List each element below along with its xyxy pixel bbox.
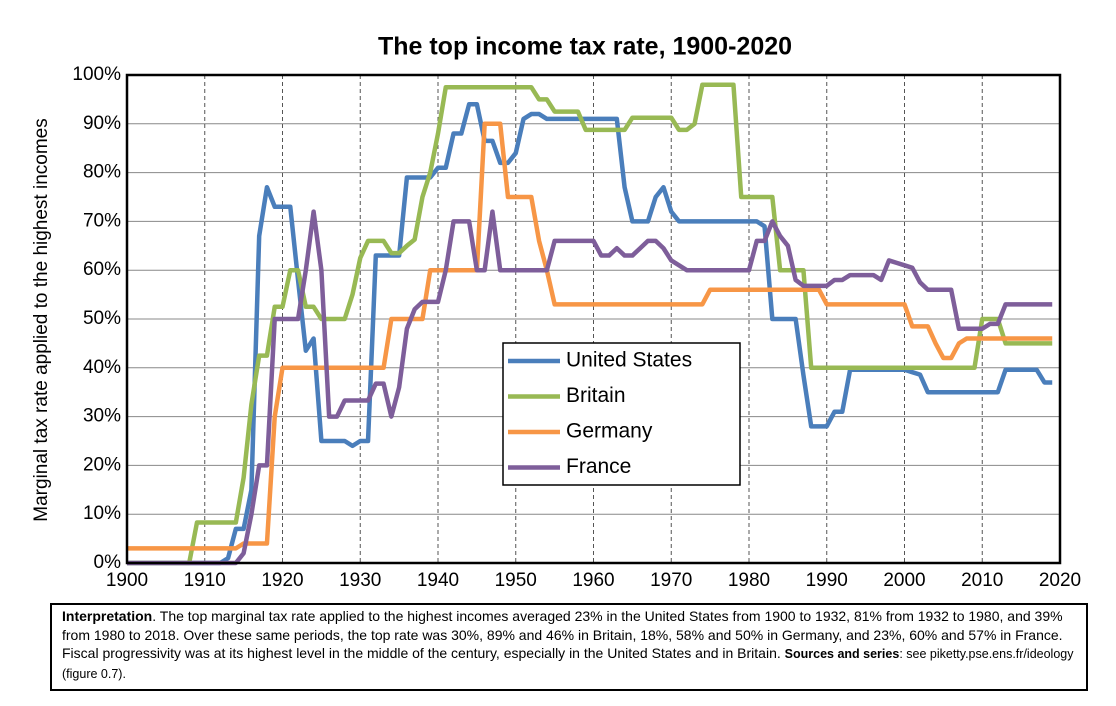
x-tick-label: 1990 <box>806 570 848 591</box>
x-tick-label: 2000 <box>883 570 925 591</box>
chart: The top income tax rate, 1900-2020 Margi… <box>31 33 1081 591</box>
lines <box>127 82 1053 566</box>
y-axis-label: Marginal tax rate applied to the highest… <box>31 118 52 521</box>
x-tick-label: 1930 <box>339 570 381 591</box>
legend-label: Britain <box>566 384 626 407</box>
sources-body: : see piketty.pse.ens.fr/ideology (figur… <box>62 647 1074 681</box>
chart-title: The top income tax rate, 1900-2020 <box>378 33 792 61</box>
x-tick-label: 1950 <box>495 570 537 591</box>
series-line <box>127 82 1053 566</box>
legend: United States Britain Germany France <box>502 342 741 486</box>
y-tick-label: 20% <box>83 454 121 475</box>
grid <box>126 74 1061 564</box>
plot-frame <box>125 73 1062 565</box>
y-tick-label: 30% <box>83 406 121 427</box>
x-tick-label: 1920 <box>261 570 303 591</box>
x-tick-label: 1960 <box>572 570 614 591</box>
y-tick-label: 100% <box>72 64 121 85</box>
x-tick-label: 2020 <box>1039 570 1081 591</box>
y-tick-label: 90% <box>83 113 121 134</box>
note: Interpretation. The top marginal tax rat… <box>50 603 1088 691</box>
y-tick-label: 10% <box>83 503 121 524</box>
note-body: . The top marginal tax rate applied to t… <box>62 608 1063 661</box>
y-tick-label: 80% <box>83 162 121 183</box>
x-tick-label: 1980 <box>728 570 770 591</box>
x-tick-label: 1940 <box>417 570 459 591</box>
legend-label: United States <box>566 349 692 372</box>
y-tick-label: 0% <box>94 552 122 573</box>
series-line <box>127 209 1053 566</box>
x-tick-label: 1910 <box>184 570 226 591</box>
legend-label: Germany <box>566 420 653 443</box>
series-line <box>127 121 1053 551</box>
y-tick-label: 50% <box>83 308 121 329</box>
legend-box <box>502 342 741 486</box>
y-tick-label: 70% <box>83 210 121 231</box>
x-tick-label: 1970 <box>650 570 692 591</box>
x-tick-label: 2010 <box>961 570 1003 591</box>
note-lead: Interpretation <box>62 608 153 624</box>
sources-lead: Sources and series <box>784 647 900 661</box>
y-tick-label: 40% <box>83 357 121 378</box>
y-tick-label: 60% <box>83 259 121 280</box>
x-tick-label: 1900 <box>106 570 148 591</box>
legend-label: France <box>566 455 631 478</box>
